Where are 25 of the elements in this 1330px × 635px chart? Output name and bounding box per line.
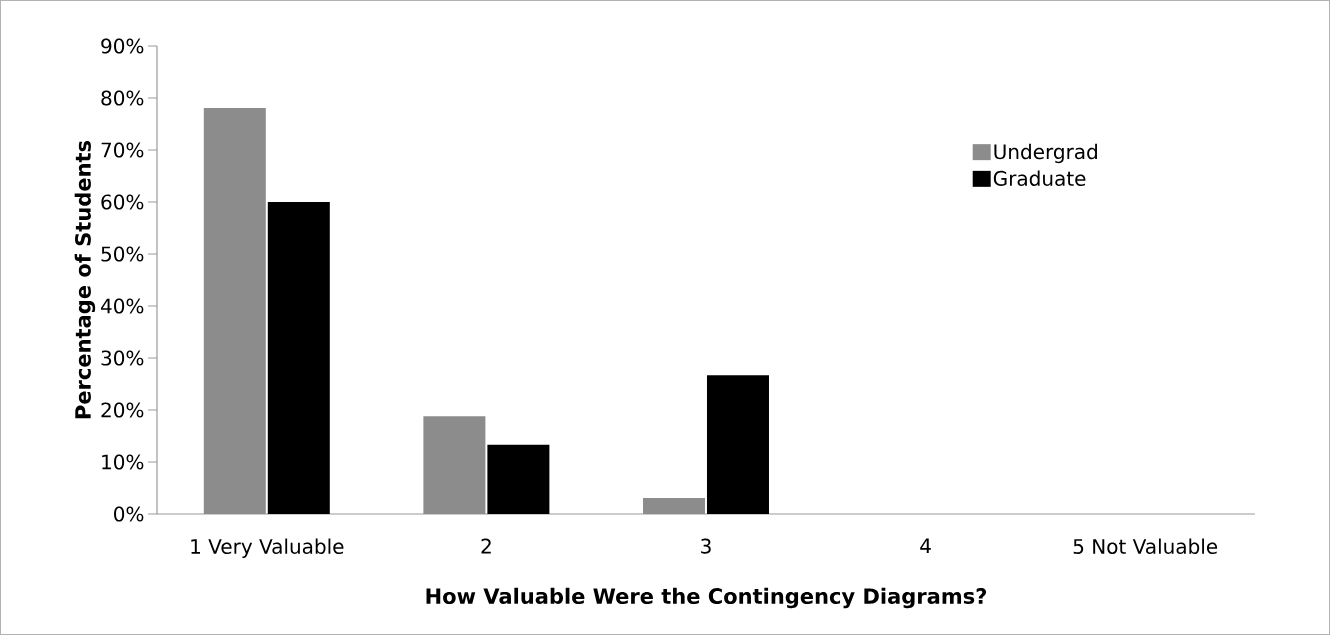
x-tick-label: 2 [481,538,491,554]
legend-label: Graduate [993,170,1086,186]
bar [423,416,486,514]
x-tick-label: 5 Not Valuable [1073,538,1218,555]
bar [706,375,769,514]
y-axis-title: Percentage of Students [74,140,96,419]
y-tick-label: 90% [101,38,144,54]
x-axis-title: How Valuable Were the Contingency Diagrams? [426,587,987,609]
legend-label: Undergrad [994,143,1097,164]
x-tick-label: 4 [920,538,931,554]
bar [267,202,330,514]
x-tick-label: 1 Very Valuable [191,538,344,558]
bar [642,497,705,514]
y-tick-label: 50% [101,246,144,262]
y-tick-label: 70% [101,142,144,158]
y-tick-label: 0% [114,506,144,522]
y-tick-label: 80% [101,90,144,106]
y-tick-label: 20% [101,402,144,418]
y-tick-label: 40% [100,298,144,314]
y-tick-label: 10% [102,454,144,470]
bar [203,107,266,514]
x-tick-label: 3 [701,538,711,554]
bar [487,444,550,514]
y-tick-label: 30% [101,350,144,366]
y-tick-label: 60% [101,194,144,210]
